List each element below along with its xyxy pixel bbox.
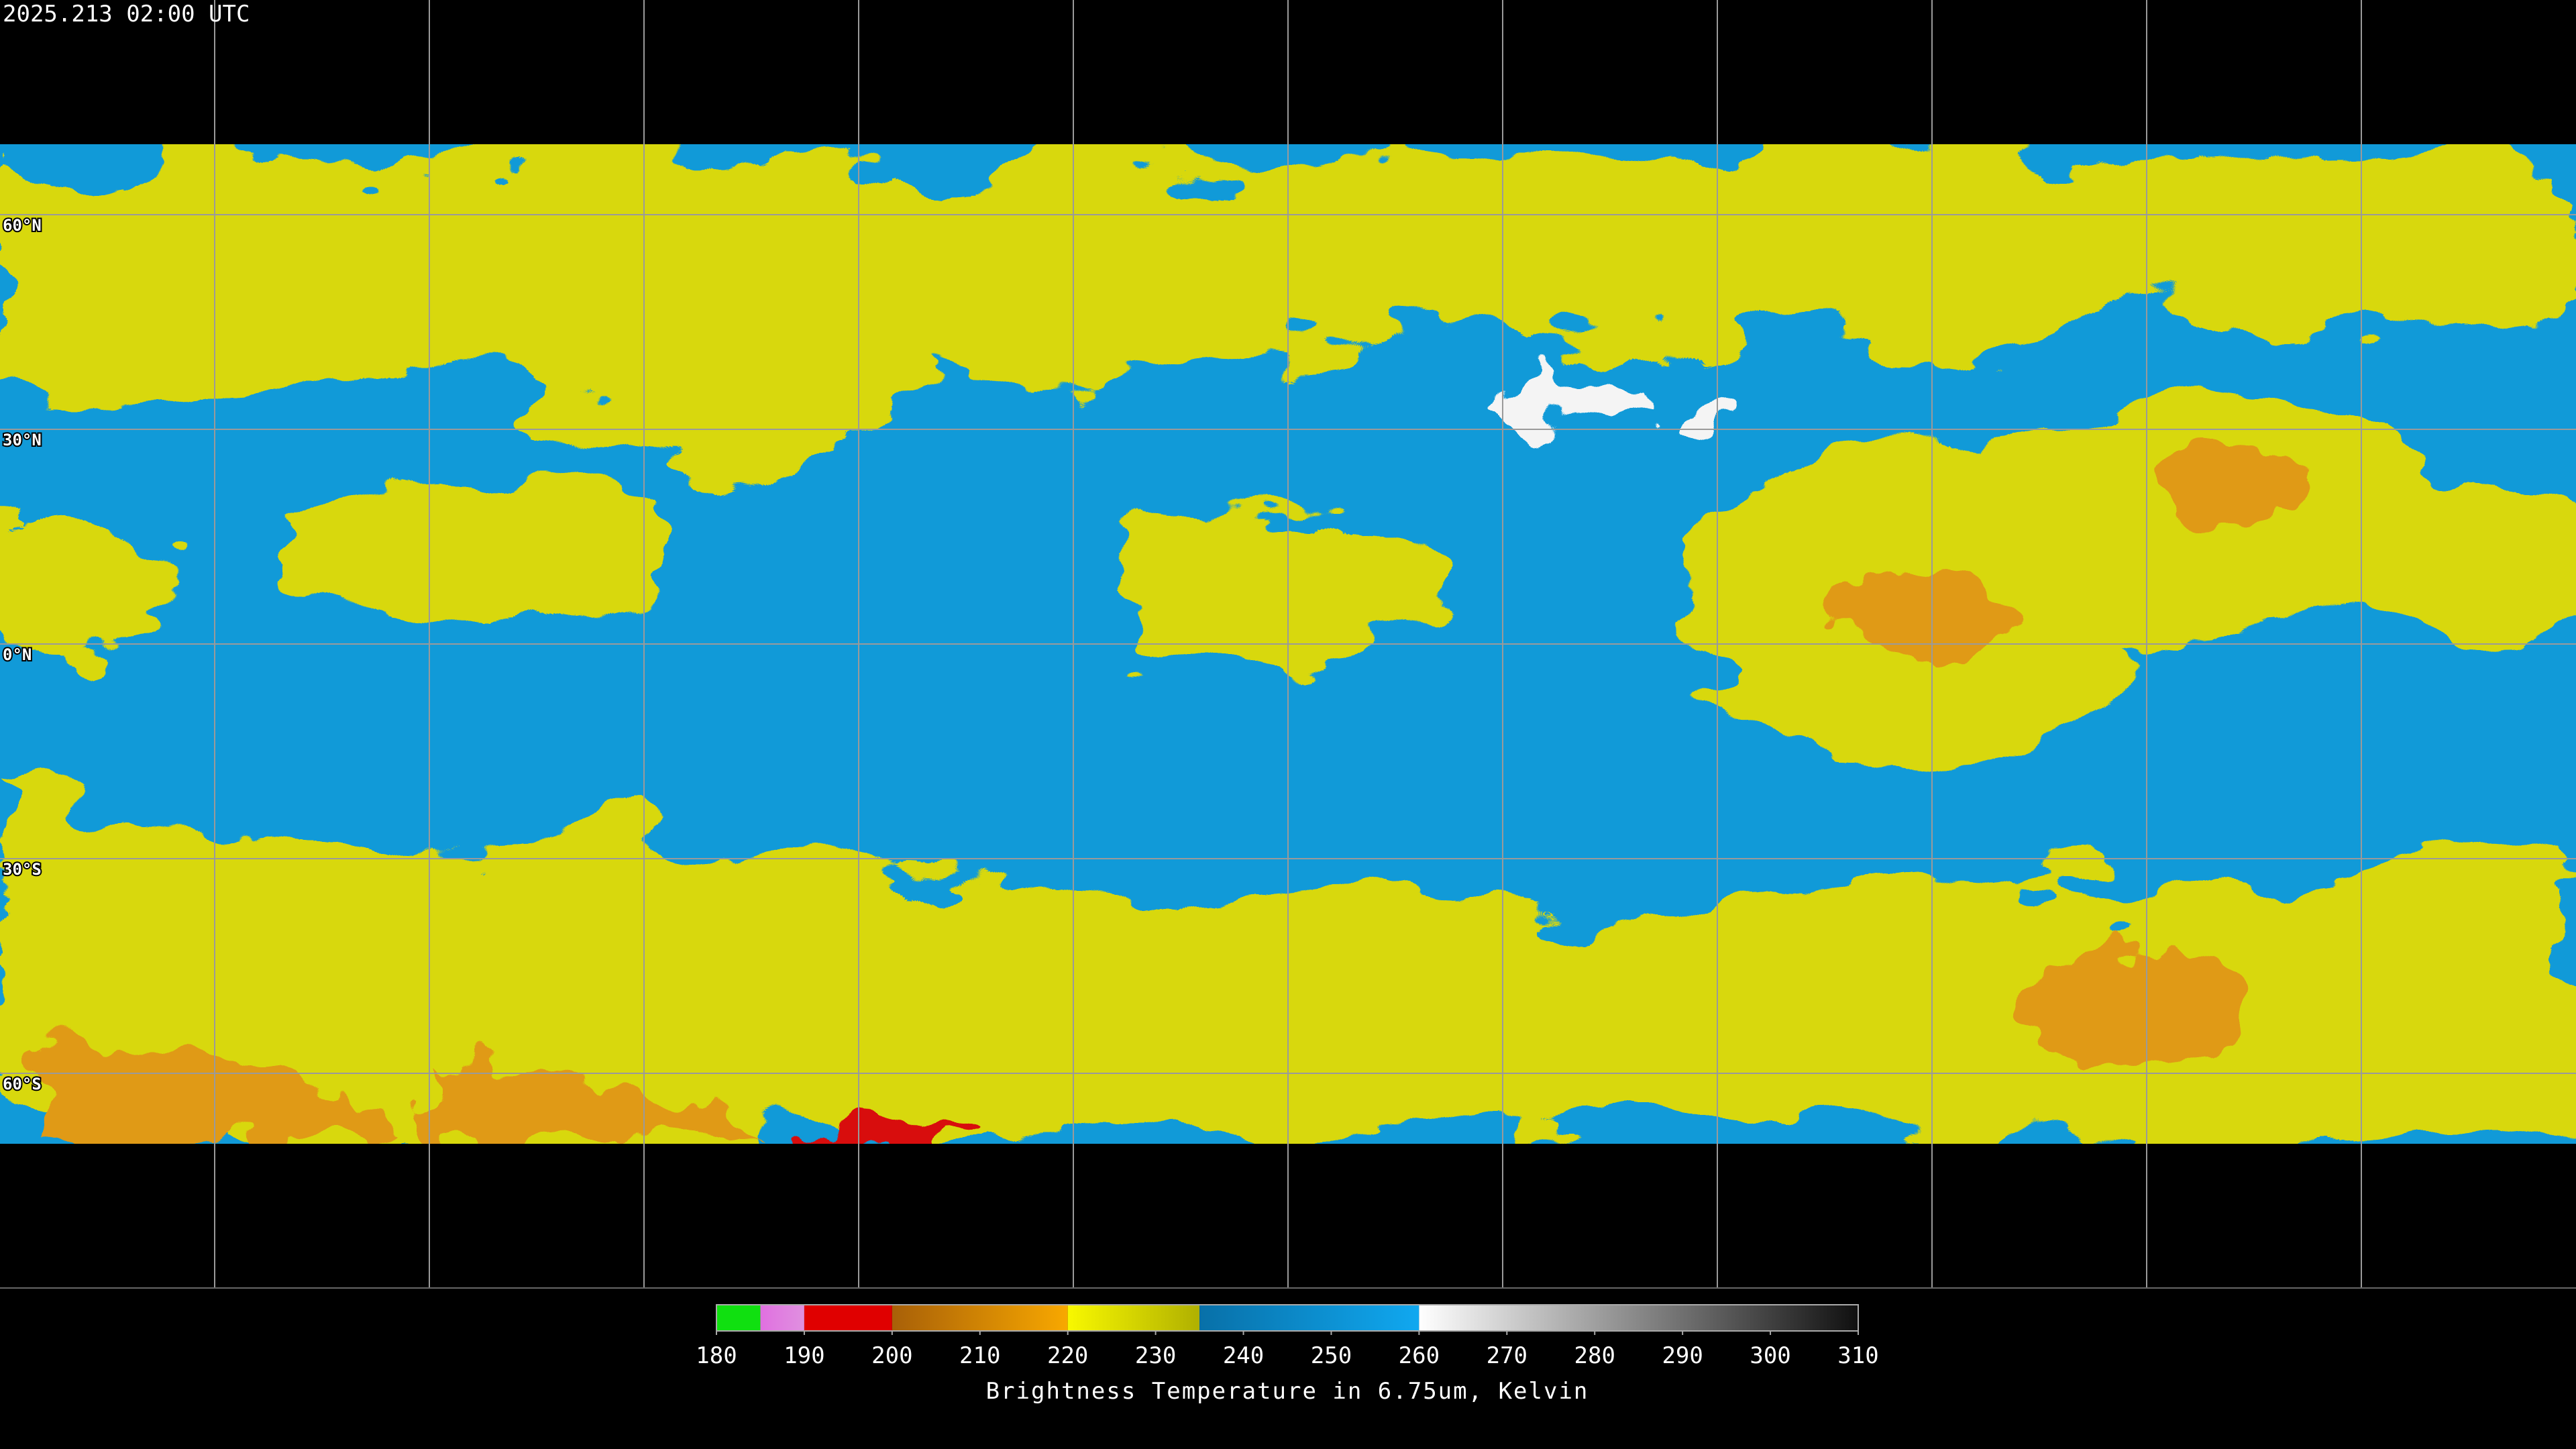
colorbar-segment — [1067, 1305, 1200, 1331]
colorbar-tick-label: 190 — [784, 1342, 824, 1369]
colorbar-tick-label: 260 — [1399, 1342, 1440, 1369]
colorbar-tick-label: 250 — [1311, 1342, 1352, 1369]
graticule — [0, 0, 2576, 1288]
colorbar-tick-label: 290 — [1662, 1342, 1703, 1369]
colorbar-tick-label: 310 — [1837, 1342, 1878, 1369]
colorbar-segment — [804, 1305, 892, 1331]
colorbar-label: Brightness Temperature in 6.75um, Kelvin — [986, 1378, 1589, 1405]
latitude-label: 60°N — [3, 216, 42, 235]
latitude-label: 0°N — [3, 645, 32, 664]
colorbar-tick-label: 240 — [1223, 1342, 1264, 1369]
colorbar-segment — [892, 1305, 1068, 1331]
colorbar-segment — [716, 1305, 761, 1331]
colorbar-tick-label: 180 — [696, 1342, 737, 1369]
colorbar-segment — [1419, 1305, 1858, 1331]
colorbar-tick-label: 300 — [1750, 1342, 1790, 1369]
latitude-label: 30°N — [3, 431, 42, 449]
colorbar-tick-label: 210 — [959, 1342, 1000, 1369]
colorbar-tick-label: 280 — [1574, 1342, 1615, 1369]
colorbar: 180 190 200 210 220 230 240 250 260 270 280 290 300 3… — [696, 1304, 1879, 1369]
latitude-labels: 60°N 30°N 0°N 30°S 60°S — [1, 215, 43, 1095]
cold-cloud-tops — [40, 382, 2314, 1144]
colorbar-frame — [716, 1304, 1859, 1332]
colorbar-segment — [760, 1305, 804, 1331]
latitude-label: 30°S — [3, 860, 42, 879]
colorbar-tick-label: 270 — [1487, 1342, 1527, 1369]
colorbar-tick-label: 220 — [1047, 1342, 1088, 1369]
latitude-label: 60°S — [3, 1075, 42, 1093]
colorbar-tick-label: 230 — [1135, 1342, 1176, 1369]
colorbar-tick-label: 200 — [871, 1342, 912, 1369]
timestamp: 2025.213 02:00 UTC — [3, 1, 250, 28]
colorbar-segment — [1199, 1305, 1419, 1331]
